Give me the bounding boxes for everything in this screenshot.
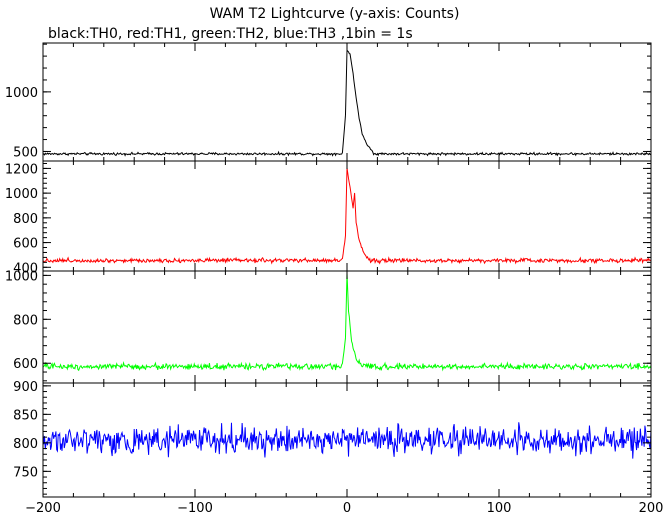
y-tick-label: 1000: [5, 187, 38, 202]
y-tick-label: 400: [13, 261, 38, 276]
series-line-th2: [42, 273, 652, 372]
y-tick-label: 900: [13, 380, 38, 395]
x-tick-label: 200: [639, 501, 664, 515]
y-tick-label: 800: [13, 313, 38, 328]
y-tick-label: 850: [13, 408, 38, 423]
y-tick-label: 600: [13, 357, 38, 372]
y-tick-label: 1000: [5, 269, 38, 284]
x-tick-label: 100: [487, 501, 512, 515]
series-line-th0: [42, 48, 652, 157]
x-tick-label: −100: [177, 501, 213, 515]
y-tick-label: 600: [13, 237, 38, 252]
y-tick-label: 1000: [5, 86, 38, 101]
chart-title: WAM T2 Lightcurve (y-axis: Counts): [209, 6, 460, 22]
y-tick-label: 800: [13, 212, 38, 227]
series-line-th3: [42, 422, 652, 459]
series-line-th1: [42, 167, 652, 265]
y-tick-label: 500: [13, 145, 38, 160]
y-tick-label: 800: [13, 437, 38, 452]
x-tick-label: −200: [25, 501, 61, 515]
chart-subtitle: black:TH0, red:TH1, green:TH2, blue:TH3 …: [48, 26, 413, 42]
y-tick-label: 750: [13, 465, 38, 480]
x-tick-label: 0: [343, 501, 351, 515]
y-tick-label: 1200: [5, 162, 38, 177]
